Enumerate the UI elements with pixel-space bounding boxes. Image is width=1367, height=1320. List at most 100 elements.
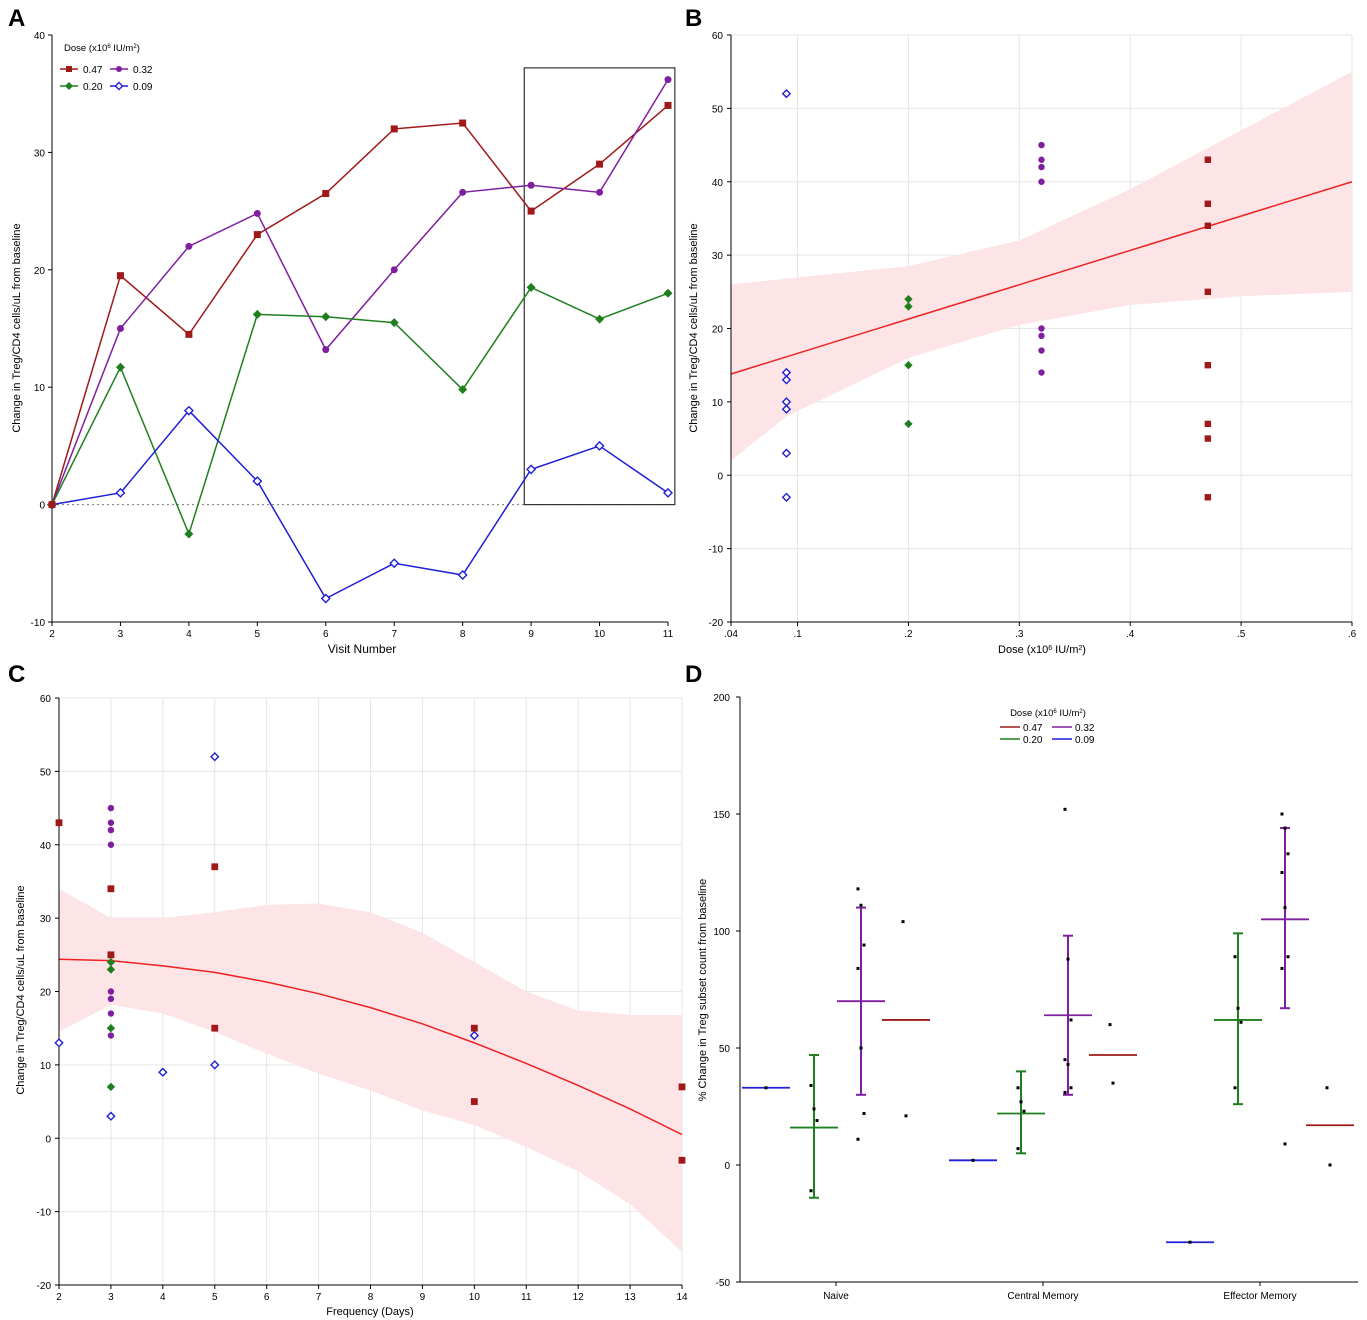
- panel-d-point: [856, 887, 860, 891]
- panel-b-point: [781, 492, 792, 502]
- panel-d-point: [1019, 1100, 1023, 1104]
- panel-a-line-chart: Visit Number Change in Treg/CD4 cells/uL…: [11, 31, 676, 656]
- panel-label-c: C: [8, 661, 25, 688]
- panel-b-y-tick-label: -20: [709, 618, 724, 629]
- panel-a-point: [389, 558, 400, 569]
- panel-c-point: [107, 819, 115, 826]
- panel-a-point: [595, 314, 605, 324]
- panel-a-legend-marker: [65, 82, 73, 90]
- panel-a-x-axis-title: Visit Number: [328, 642, 396, 656]
- panel-b-x-tick-label: .6: [1348, 629, 1357, 640]
- panel-a-x-tick-label: 7: [391, 629, 397, 640]
- panel-a-point: [116, 325, 124, 332]
- panel-d-category-label: Effector Memory: [1223, 1291, 1296, 1302]
- panel-d-point: [862, 943, 866, 947]
- panel-d-point: [1069, 1018, 1073, 1022]
- panel-c-point: [678, 1156, 686, 1164]
- panel-c-point: [106, 1082, 116, 1092]
- panel-a-legend-label: 0.47: [83, 65, 103, 76]
- panel-a-legend-label: 0.20: [83, 82, 103, 93]
- panel-c-point: [107, 826, 115, 834]
- panel-d-legend-title: Dose (x106 IU/m2): [1010, 708, 1086, 719]
- panel-a-series-line-0.09: [51, 409, 669, 600]
- panel-a-point: [526, 464, 537, 475]
- panel-a-point: [526, 282, 536, 292]
- panel-c-point: [55, 819, 63, 827]
- panel-d-point: [812, 1107, 816, 1111]
- panel-c-y-tick-label: -20: [37, 1281, 52, 1292]
- panel-b-confidence-band: [731, 71, 1352, 461]
- panel-a-x-tick-label: 4: [186, 629, 192, 640]
- panel-c-point: [470, 1024, 478, 1032]
- panel-d-point: [1108, 1023, 1112, 1027]
- panel-b-y-tick-label: 0: [717, 471, 723, 482]
- panel-c-x-tick-label: 14: [676, 1292, 688, 1303]
- panel-b-x-tick-label: .1: [793, 629, 802, 640]
- panel-d-point: [971, 1158, 975, 1162]
- panel-b-point: [904, 419, 913, 429]
- panel-d-point: [1280, 871, 1284, 874]
- panel-b-point: [1204, 200, 1212, 207]
- panel-c-x-tick-label: 8: [368, 1292, 374, 1303]
- panel-d-y-tick-label: 50: [719, 1044, 731, 1055]
- panel-label-b: B: [685, 5, 702, 32]
- panel-c-point: [678, 1083, 686, 1091]
- panel-d-point: [1236, 1006, 1240, 1010]
- panel-d-point: [859, 903, 863, 907]
- panel-a-point: [183, 405, 194, 416]
- panel-a-point: [663, 487, 673, 498]
- panel-a-x-tick-label: 5: [255, 629, 261, 640]
- panel-d-point: [1280, 812, 1284, 816]
- panel-d-point: [1069, 1086, 1073, 1090]
- panel-b-point: [1204, 222, 1212, 229]
- panel-d-category-label: Central Memory: [1007, 1291, 1078, 1302]
- panel-a-point: [594, 440, 605, 451]
- panel-c-y-tick-label: 20: [40, 988, 52, 999]
- panel-d-point: [1063, 1058, 1067, 1062]
- panel-b-y-tick-label: 40: [712, 178, 724, 189]
- panel-b-point: [904, 294, 913, 304]
- panel-a-point: [596, 188, 604, 196]
- panel-c-point: [107, 804, 115, 812]
- panel-b-point: [1204, 288, 1212, 296]
- panel-d-legend-label: 0.20: [1023, 735, 1043, 746]
- panel-d-point: [1286, 852, 1290, 856]
- panel-c-y-axis-title: Change in Treg/CD4 cells/uL from baselin…: [15, 885, 27, 1094]
- panel-d-point: [1066, 1062, 1070, 1066]
- panel-d-point: [1283, 1142, 1287, 1146]
- panel-c-point: [107, 841, 115, 848]
- panel-c-point: [106, 965, 116, 974]
- panel-c-x-tick-label: 12: [573, 1292, 585, 1303]
- panel-b-point: [781, 375, 792, 385]
- panel-c-point: [107, 995, 115, 1003]
- panel-d-point: [901, 920, 905, 924]
- panel-b-fit-line: [730, 181, 1353, 375]
- panel-d-point: [862, 1112, 866, 1116]
- panel-a-point: [253, 231, 261, 239]
- panel-d-point: [1111, 1081, 1115, 1085]
- panel-a-legend-title: Dose (x106 IU/m2): [64, 43, 140, 54]
- panel-a-point: [457, 570, 468, 581]
- panel-a-x-tick-label: 9: [528, 629, 534, 640]
- panel-a-y-tick-label: -10: [31, 618, 46, 629]
- panel-c-point: [107, 885, 115, 893]
- panel-a-x-tick-label: 3: [118, 629, 124, 640]
- panel-b-x-axis-title: Dose (x106 IU/m2): [998, 644, 1086, 656]
- panel-c-x-tick-label: 5: [212, 1292, 218, 1303]
- panel-c-y-tick-label: -10: [37, 1208, 52, 1219]
- panel-a-point: [320, 593, 331, 604]
- panel-b-y-tick-label: -10: [709, 545, 724, 556]
- panel-c-y-tick-label: 30: [40, 914, 52, 925]
- panel-a-point: [663, 288, 673, 298]
- panel-a-point: [459, 119, 467, 127]
- panel-d-y-tick-label: 0: [724, 1161, 730, 1172]
- panel-d-legend-label: 0.09: [1075, 735, 1095, 746]
- panel-d-point: [856, 1137, 860, 1141]
- panel-d-legend-label: 0.47: [1023, 723, 1043, 734]
- panel-a-point: [664, 76, 672, 84]
- panel-b-point: [1038, 325, 1045, 332]
- panel-a-legend-marker: [116, 66, 122, 72]
- panel-a-point: [322, 189, 330, 197]
- panel-b-point: [1204, 435, 1212, 442]
